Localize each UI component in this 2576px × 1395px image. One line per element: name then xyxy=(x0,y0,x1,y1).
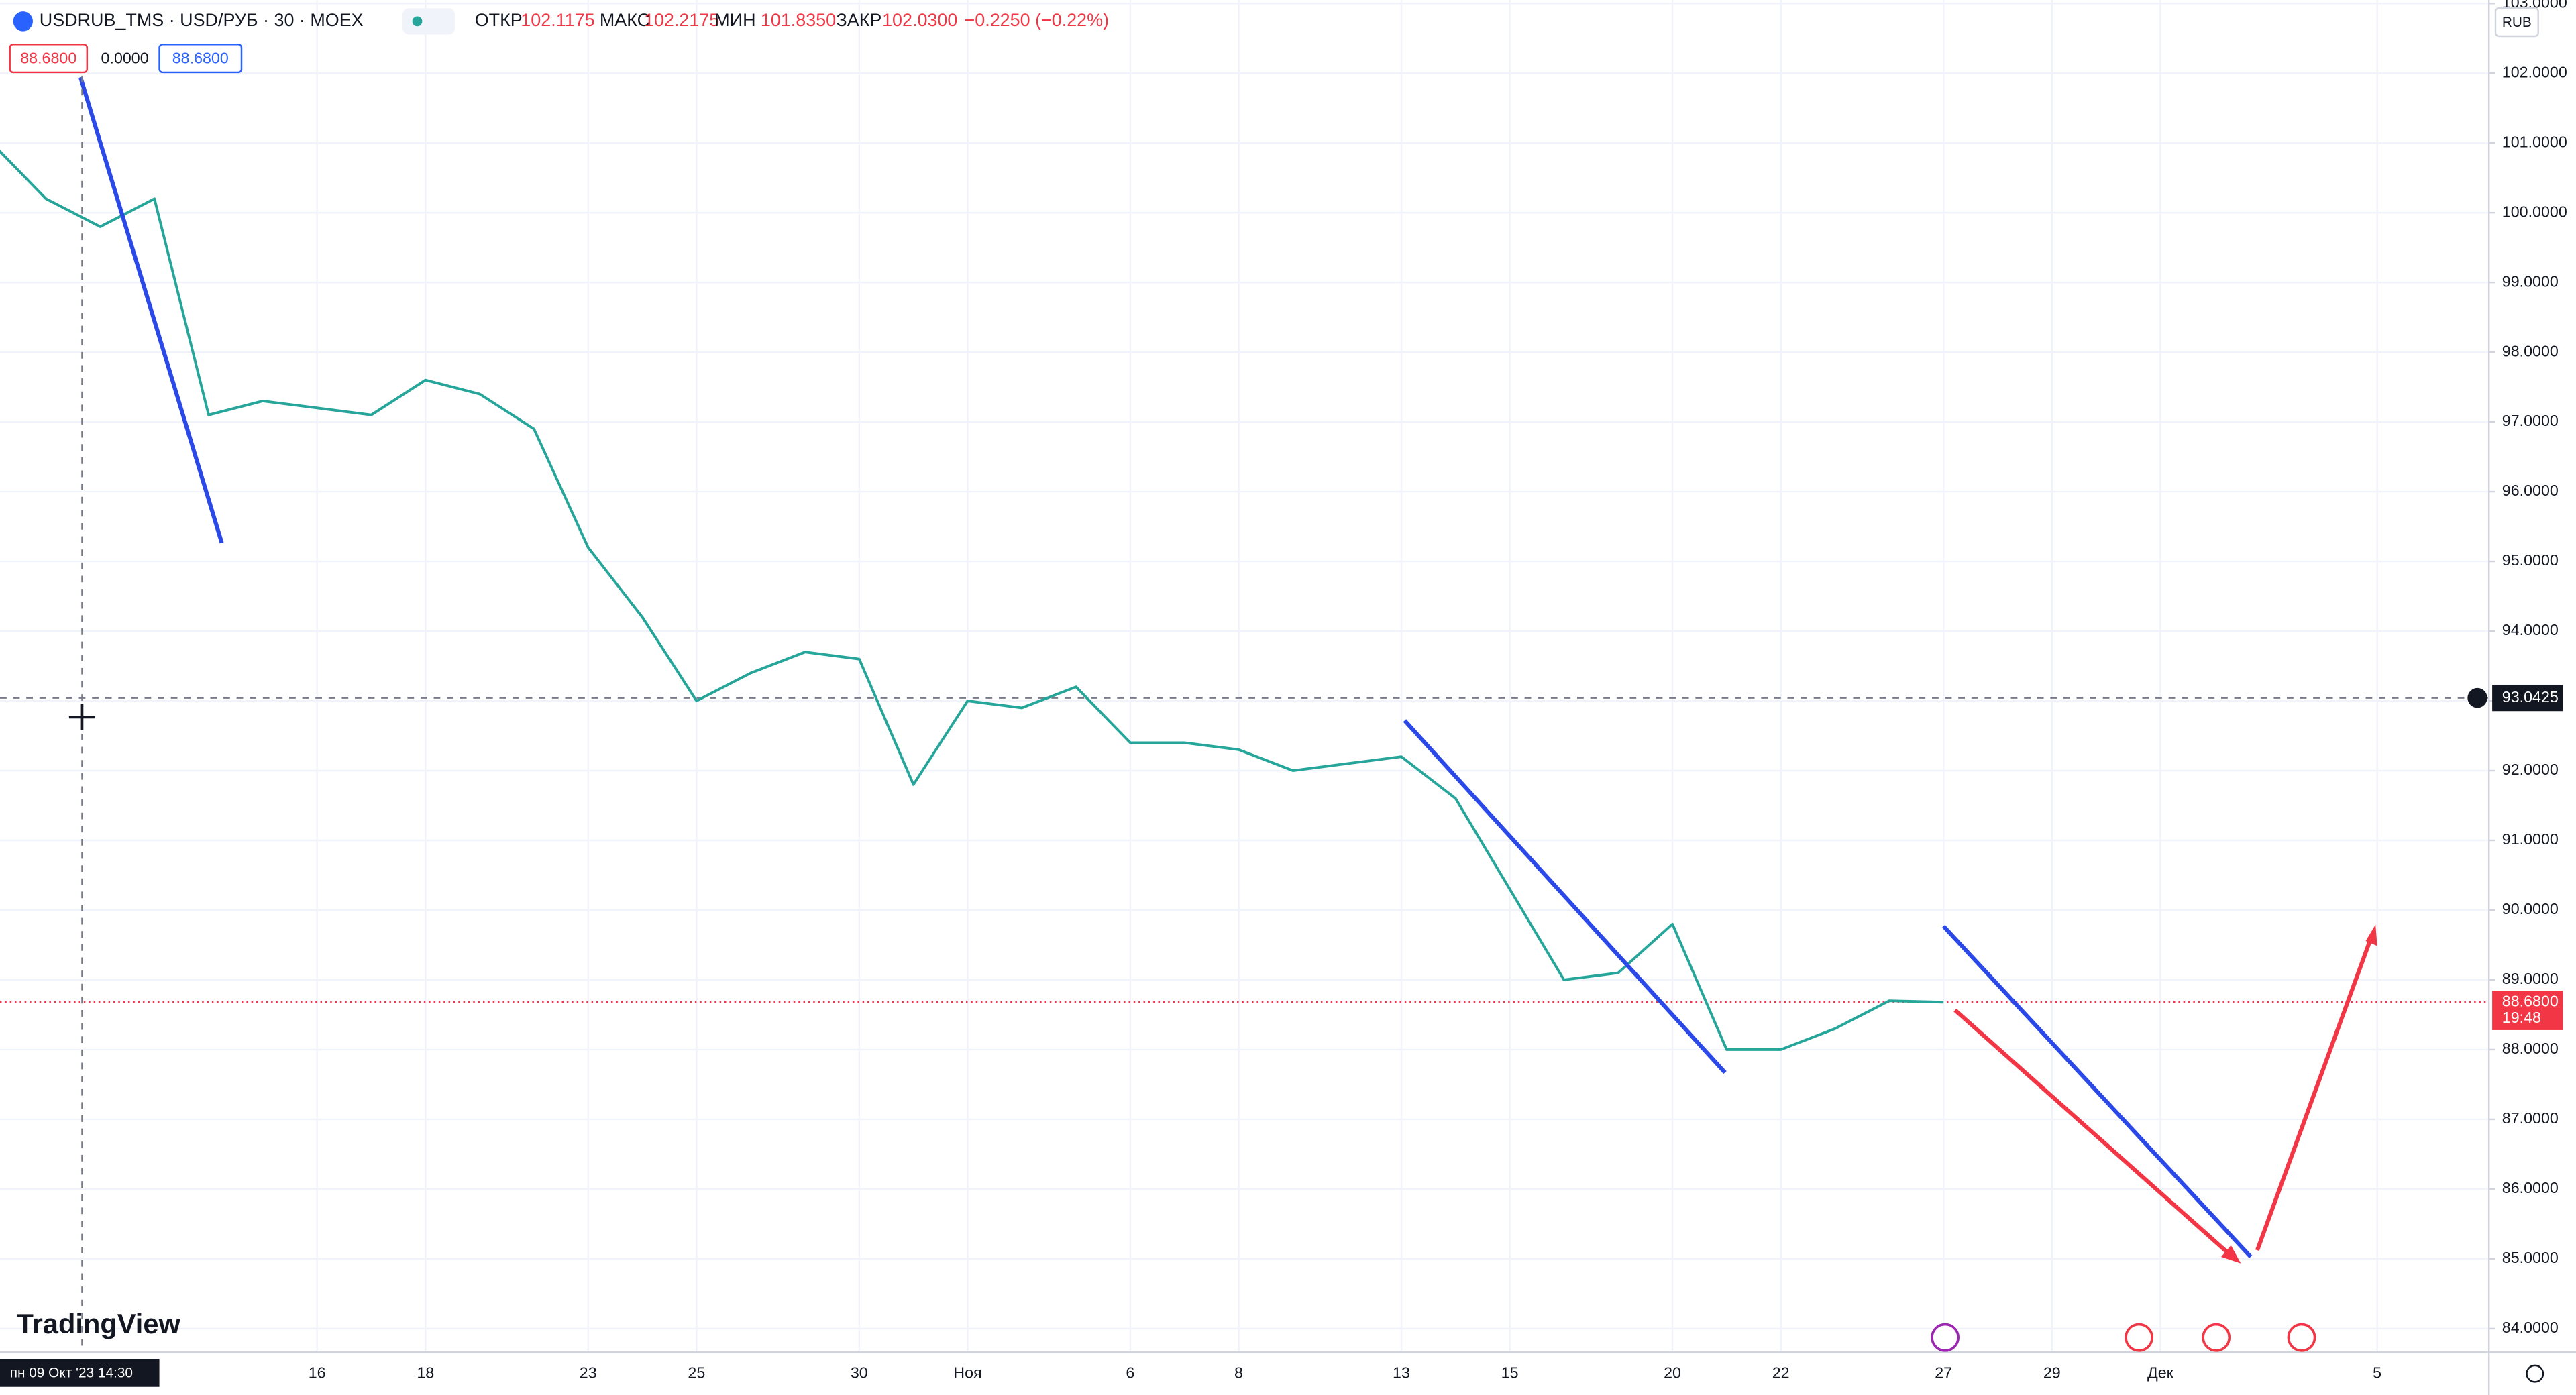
event-icon[interactable] xyxy=(1931,1323,1960,1352)
y-tick-label: 85.0000 xyxy=(2502,1249,2559,1266)
crosshair-cursor xyxy=(68,704,96,731)
x-tick-label: 27 xyxy=(1935,1363,1952,1381)
ohlc-value: 102.2175 xyxy=(644,10,719,30)
y-tick-label: 96.0000 xyxy=(2502,482,2559,499)
y-tick-label: 89.0000 xyxy=(2502,970,2559,987)
ohlc-label: МИН xyxy=(714,10,755,30)
y-tick-label: 87.0000 xyxy=(2502,1109,2559,1127)
event-icon[interactable] xyxy=(2125,1323,2153,1352)
y-tick-label: 94.0000 xyxy=(2502,621,2559,638)
x-tick-label: 30 xyxy=(851,1363,868,1381)
ohlc-value: 101.8350 xyxy=(761,10,836,30)
x-tick-label: 29 xyxy=(2043,1363,2061,1381)
symbol-icon xyxy=(13,11,33,32)
ohlc-label: ОТКР xyxy=(475,10,523,30)
arrow-head xyxy=(2221,1245,2241,1264)
arrow[interactable] xyxy=(1953,1008,2236,1260)
y-tick-label: 102.0000 xyxy=(2502,63,2567,80)
tool-box[interactable] xyxy=(9,44,89,74)
y-tick-label: 99.0000 xyxy=(2502,272,2559,290)
tool-value: 88.6800 xyxy=(20,49,76,66)
ohlc-label: ЗАКР xyxy=(837,10,882,30)
y-tick-label: 100.0000 xyxy=(2502,203,2567,220)
x-tick-label: 16 xyxy=(309,1363,326,1381)
x-tick-label: 23 xyxy=(580,1363,597,1381)
y-tick-label: 98.0000 xyxy=(2502,342,2559,359)
y-tick-label: 97.0000 xyxy=(2502,412,2559,429)
arrow-head xyxy=(2365,924,2377,946)
crosshair-price-box xyxy=(2492,684,2563,712)
event-icon[interactable] xyxy=(2202,1323,2231,1352)
x-tick-label: 25 xyxy=(688,1363,705,1381)
trend-line[interactable] xyxy=(1403,719,1727,1074)
tool-box[interactable] xyxy=(158,44,243,74)
countdown: 19:48 xyxy=(2502,1009,2541,1026)
x-tick-label: Ноя xyxy=(953,1363,981,1381)
tool-value: 0.0000 xyxy=(101,49,149,66)
status-badge xyxy=(402,8,455,35)
ohlc-label: МАКС xyxy=(600,10,650,30)
y-tick-label: 88.0000 xyxy=(2502,1040,2559,1057)
grid xyxy=(0,0,2489,1353)
ohlc-change: −0.2250 (−0.22%) xyxy=(965,10,1110,30)
arrow[interactable] xyxy=(2255,934,2375,1251)
currency[interactable]: RUB xyxy=(2502,15,2532,30)
currency-button[interactable] xyxy=(2494,7,2539,38)
x-tick-label: 18 xyxy=(417,1363,434,1381)
y-tick-label: 101.0000 xyxy=(2502,133,2567,150)
last-price-box xyxy=(2492,991,2563,1030)
trend-line[interactable] xyxy=(1941,924,2253,1259)
drawings xyxy=(78,76,2377,1264)
time-axis xyxy=(0,1352,2489,1395)
add-alert-button xyxy=(2467,687,2487,708)
time-crosshair-box xyxy=(0,1359,160,1387)
x-tick-label: 8 xyxy=(1234,1363,1243,1381)
tool-value: 88.6800 xyxy=(172,49,229,66)
y-tick-label: 90.0000 xyxy=(2502,900,2559,917)
x-tick-label: Дек xyxy=(2147,1363,2174,1381)
x-tick-label: 5 xyxy=(2373,1363,2381,1381)
x-tick-label: 15 xyxy=(1501,1363,1519,1381)
x-tick-label: 20 xyxy=(1664,1363,1681,1381)
last-price: 88.6800 xyxy=(2502,992,2559,1009)
y-tick-label: 92.0000 xyxy=(2502,761,2559,778)
x-tick-label: 13 xyxy=(1393,1363,1410,1381)
logo[interactable]: TradingView xyxy=(16,1308,180,1339)
y-tick-label: 91.0000 xyxy=(2502,830,2559,848)
settings-icon[interactable] xyxy=(2526,1364,2544,1383)
trend-line[interactable] xyxy=(78,76,224,544)
axis-labels: 84.0000 85.0000 86.0000 87.0000 88.0000 89.00… xyxy=(309,0,2567,1381)
y-tick-label: 95.0000 xyxy=(2502,551,2559,569)
ohlc-value: 102.0300 xyxy=(882,10,957,30)
x-tick-label: 6 xyxy=(1126,1363,1134,1381)
price-line xyxy=(0,149,1944,1051)
status-dot xyxy=(412,16,423,27)
symbol[interactable]: USDRUB_TMS · USD/РУБ · 30 · MOEX xyxy=(40,10,364,30)
x-tick-label: 22 xyxy=(1772,1363,1790,1381)
ohlc-value: 102.1175 xyxy=(521,10,594,30)
crosshair-time: пн 09 Окт '23 14:30 xyxy=(10,1365,133,1381)
y-tick-label: 86.0000 xyxy=(2502,1179,2559,1196)
y-tick-label: 84.0000 xyxy=(2502,1319,2559,1336)
event-icon[interactable] xyxy=(2287,1323,2316,1352)
crosshair-price: 93.0425 xyxy=(2502,688,2559,706)
